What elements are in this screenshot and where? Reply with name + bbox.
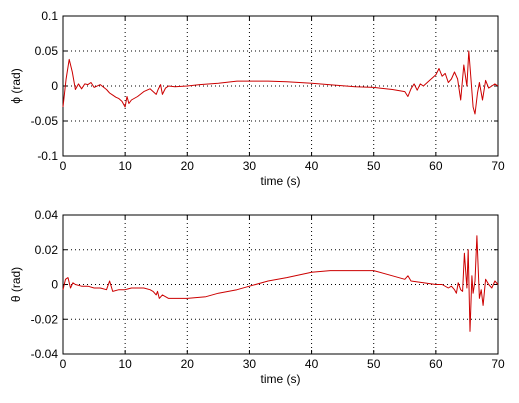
phi-x-axis-label: time (s) xyxy=(261,174,301,188)
theta-series xyxy=(62,235,499,332)
phi-y-tick-label: 0.05 xyxy=(35,44,59,58)
theta-x-tick-label: 10 xyxy=(118,357,132,371)
phi-plot: 0 10 20 30 40 50 60 70 0.1 0.05 0 -0.05 -0.1 time (s… xyxy=(9,9,505,188)
phi-y-axis-label: ϕ (rad) xyxy=(9,68,23,103)
theta-x-tick-label: 30 xyxy=(243,357,257,371)
phi-x-tick-label: 0 xyxy=(60,159,67,173)
phi-axes-frame xyxy=(62,15,499,157)
phi-y-tick-label: 0 xyxy=(51,79,58,93)
phi-x-tick-label: 30 xyxy=(243,159,257,173)
theta-y-tick-label: 0 xyxy=(51,278,58,292)
phi-x-tick-label: 70 xyxy=(491,159,505,173)
theta-y-tick-label: 0.04 xyxy=(35,208,59,222)
theta-x-tick-label: 0 xyxy=(60,357,67,371)
theta-x-axis-label: time (s) xyxy=(261,372,301,386)
theta-series-line xyxy=(62,235,499,332)
phi-series xyxy=(62,50,499,115)
phi-y-tick-label: -0.05 xyxy=(31,114,59,128)
phi-ticks: 0 10 20 30 40 50 60 70 0.1 0.05 0 -0.05 -0.1 xyxy=(31,9,505,173)
theta-y-axis-label: θ (rad) xyxy=(9,267,23,302)
theta-x-tick-label: 40 xyxy=(305,357,319,371)
theta-x-tick-label: 60 xyxy=(429,357,443,371)
theta-plot: 0 10 20 30 40 50 60 70 0.04 0.02 0 -0.02 -0.04 time … xyxy=(9,208,505,386)
phi-x-tick-label: 10 xyxy=(118,159,132,173)
theta-grid xyxy=(63,215,498,354)
phi-grid xyxy=(63,16,498,156)
phi-x-tick-label: 50 xyxy=(367,159,381,173)
phi-x-tick-label: 20 xyxy=(181,159,195,173)
phi-x-tick-label: 40 xyxy=(305,159,319,173)
phi-x-tick-label: 60 xyxy=(429,159,443,173)
theta-ticks: 0 10 20 30 40 50 60 70 0.04 0.02 0 -0.02 -0.04 xyxy=(31,208,505,371)
phi-series-line xyxy=(62,50,499,115)
phi-y-tick-label: -0.1 xyxy=(37,149,58,163)
theta-y-tick-label: -0.02 xyxy=(31,312,59,326)
theta-x-tick-label: 50 xyxy=(367,357,381,371)
theta-y-tick-label: 0.02 xyxy=(35,243,59,257)
theta-y-tick-label: -0.04 xyxy=(31,347,59,361)
phi-y-tick-label: 0.1 xyxy=(41,9,58,23)
theta-x-tick-label: 20 xyxy=(181,357,195,371)
theta-x-tick-label: 70 xyxy=(491,357,505,371)
